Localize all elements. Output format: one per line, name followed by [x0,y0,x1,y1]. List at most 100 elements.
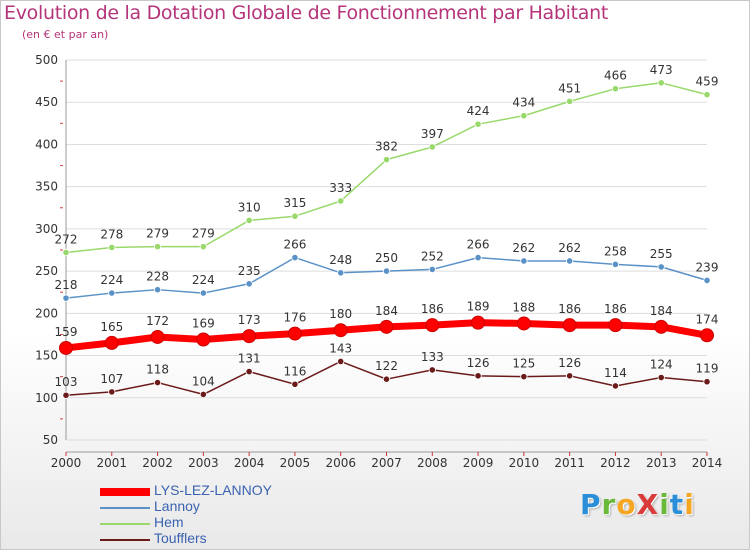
x-tick-label: 2010 [509,456,540,470]
data-point [104,335,119,350]
data-label: 459 [696,75,719,89]
y-tick-label: 200 [35,306,58,320]
data-point [153,286,162,294]
data-point [703,378,711,386]
data-label: 165 [100,320,123,334]
data-point [703,91,711,99]
x-tick-label: 2007 [371,456,402,470]
data-point [425,318,440,333]
logo-letter: X [636,488,660,521]
logo-letter: t [669,488,685,521]
data-point [62,294,70,302]
data-point [108,289,116,297]
data-point [700,328,714,343]
data-label: 186 [558,302,581,316]
legend-swatch [100,507,150,509]
data-point [566,97,574,105]
x-tick-label: 2004 [234,456,265,470]
data-label: 126 [467,356,490,370]
legend-swatch [100,523,150,525]
data-point [611,85,620,93]
data-label: 103 [55,375,78,389]
x-tick-label: 2003 [188,456,219,470]
legend-swatch [100,488,150,496]
data-label: 172 [146,314,169,328]
data-point [291,254,299,262]
x-tick-label: 2000 [51,456,82,470]
x-tick-label: 2002 [142,456,173,470]
data-point [153,378,162,387]
data-labels: 159 165 172 169 173 176 180 184 186 189 188 186 186 1… [55,63,719,389]
proxiti-logo: ProXiti [580,488,695,521]
legend-item: Toufflers [100,530,360,548]
data-point [199,243,207,251]
legend-label: Toufflers [154,530,207,546]
data-label: 184 [375,304,398,318]
data-point [59,340,73,355]
legend-item: LYS-LEZ-LANNOY [100,482,360,500]
data-point [428,265,436,274]
data-label: 173 [238,313,261,327]
data-label: 107 [100,372,123,386]
data-label: 266 [283,238,306,252]
data-label: 176 [283,311,306,325]
logo-letter: i [659,488,670,521]
data-point [608,318,623,333]
data-point [245,280,253,288]
data-label: 279 [146,227,169,241]
axes: 50 100 150 200 250 300 350 400 450 500 2000 2001 200… [35,53,722,470]
data-label: 118 [146,363,169,377]
legend: LYS-LEZ-LANNOY Lannoy Hem Toufflers [100,482,360,548]
data-point [287,326,302,341]
data-point [562,318,577,333]
data-point [242,329,257,344]
data-point [199,390,207,398]
data-label: 258 [604,244,627,258]
chart-subtitle: (en € et par an) [22,28,109,41]
data-point [196,332,211,347]
data-label: 143 [329,341,352,355]
data-point [474,254,482,262]
data-label: 279 [192,227,215,241]
data-point [520,112,528,120]
data-label: 116 [283,364,306,378]
data-label: 250 [375,251,398,265]
data-label: 466 [604,69,627,83]
data-point [516,316,531,331]
y-tick-label: 450 [35,95,58,109]
gridlines [66,59,707,441]
data-point [108,388,116,396]
data-label: 126 [558,356,581,370]
y-tick-label: 250 [35,264,58,278]
data-label: 315 [283,196,306,210]
x-tick-label: 2014 [692,456,723,470]
data-point [428,366,436,374]
data-label: 266 [467,238,490,252]
legend-label: LYS-LEZ-LANNOY [154,482,272,498]
data-label: 122 [375,359,398,373]
data-point [657,373,665,382]
data-point [199,289,207,297]
data-label: 224 [100,273,123,287]
x-tick-label: 2013 [646,456,677,470]
data-point [474,120,482,128]
data-label: 218 [55,278,78,292]
data-point [337,269,345,277]
data-point [291,212,299,220]
data-label: 451 [558,81,581,95]
data-label: 473 [650,63,673,77]
data-point [245,367,253,376]
data-point [245,216,253,225]
legend-item: Lannoy [100,498,360,516]
data-label: 186 [421,302,444,316]
x-tick-label: 2008 [417,456,448,470]
data-label: 184 [650,304,673,318]
x-tick-label: 2001 [97,456,128,470]
data-label: 278 [100,227,123,241]
data-label: 252 [421,249,444,263]
logo-letter: P [580,488,602,521]
data-label: 228 [146,270,169,284]
data-point [703,276,711,284]
y-tick-label: 300 [35,222,58,236]
